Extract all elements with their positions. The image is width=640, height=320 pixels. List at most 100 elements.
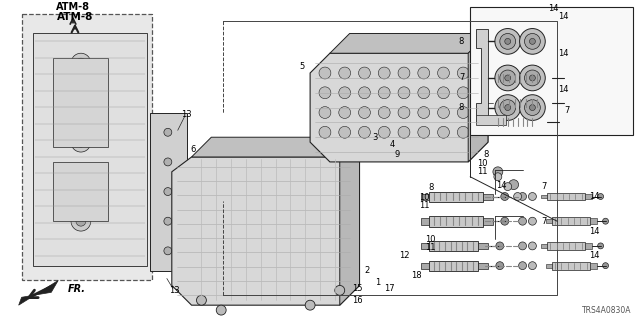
Text: 8: 8 bbox=[459, 103, 464, 112]
Circle shape bbox=[529, 262, 536, 270]
Bar bbox=[485, 119, 493, 125]
Circle shape bbox=[378, 107, 390, 118]
Circle shape bbox=[339, 67, 351, 79]
Circle shape bbox=[319, 107, 331, 118]
Circle shape bbox=[555, 118, 563, 126]
Polygon shape bbox=[150, 113, 187, 271]
Bar bbox=[53, 58, 108, 147]
Circle shape bbox=[500, 34, 516, 49]
Circle shape bbox=[518, 193, 527, 200]
Circle shape bbox=[418, 107, 429, 118]
Circle shape bbox=[525, 100, 540, 116]
Circle shape bbox=[494, 173, 502, 181]
Circle shape bbox=[525, 34, 540, 49]
Circle shape bbox=[501, 217, 509, 225]
Bar bbox=[429, 216, 483, 227]
Circle shape bbox=[458, 107, 469, 118]
Bar bbox=[542, 100, 552, 107]
Bar bbox=[429, 241, 478, 251]
Bar bbox=[493, 98, 542, 108]
Polygon shape bbox=[476, 28, 488, 123]
Circle shape bbox=[529, 38, 536, 44]
Polygon shape bbox=[340, 137, 360, 305]
Bar bbox=[485, 75, 493, 82]
Circle shape bbox=[71, 211, 91, 231]
Polygon shape bbox=[330, 34, 488, 53]
Bar bbox=[485, 100, 493, 107]
Circle shape bbox=[418, 67, 429, 79]
Circle shape bbox=[418, 126, 429, 138]
Text: 12: 12 bbox=[399, 251, 409, 260]
Circle shape bbox=[71, 132, 91, 152]
Bar bbox=[552, 262, 589, 270]
Text: 14: 14 bbox=[558, 85, 568, 94]
Text: 14: 14 bbox=[589, 251, 600, 260]
Bar bbox=[541, 195, 547, 198]
Bar bbox=[585, 243, 592, 249]
Text: 10: 10 bbox=[419, 193, 430, 202]
Circle shape bbox=[71, 172, 91, 192]
Bar bbox=[538, 119, 547, 125]
Text: 11: 11 bbox=[477, 167, 487, 176]
Circle shape bbox=[458, 67, 469, 79]
Text: 11: 11 bbox=[419, 201, 430, 210]
Circle shape bbox=[339, 87, 351, 99]
Circle shape bbox=[216, 305, 226, 315]
Text: 14: 14 bbox=[558, 49, 568, 58]
Text: TRS4A0830A: TRS4A0830A bbox=[582, 306, 631, 315]
Circle shape bbox=[164, 217, 172, 225]
Circle shape bbox=[358, 87, 371, 99]
Circle shape bbox=[529, 242, 536, 250]
Circle shape bbox=[529, 217, 536, 225]
Text: 5: 5 bbox=[300, 61, 305, 71]
Circle shape bbox=[514, 193, 522, 200]
Text: 7: 7 bbox=[541, 182, 547, 191]
Circle shape bbox=[518, 262, 527, 270]
Circle shape bbox=[560, 99, 568, 107]
Text: 14: 14 bbox=[589, 192, 600, 201]
Text: 10: 10 bbox=[426, 236, 436, 244]
Bar bbox=[493, 73, 542, 84]
Bar bbox=[478, 243, 488, 249]
Text: 13: 13 bbox=[170, 286, 180, 295]
Circle shape bbox=[418, 87, 429, 99]
Circle shape bbox=[501, 193, 509, 200]
Text: 8: 8 bbox=[459, 37, 464, 46]
Circle shape bbox=[438, 67, 449, 79]
Circle shape bbox=[76, 58, 86, 68]
Circle shape bbox=[305, 300, 315, 310]
Bar bbox=[547, 242, 585, 250]
Circle shape bbox=[358, 126, 371, 138]
Circle shape bbox=[76, 98, 86, 108]
Circle shape bbox=[438, 126, 449, 138]
Text: 7: 7 bbox=[541, 217, 547, 226]
Text: 9: 9 bbox=[394, 149, 400, 158]
Circle shape bbox=[398, 107, 410, 118]
Bar bbox=[493, 117, 538, 127]
Text: 16: 16 bbox=[352, 296, 363, 305]
Circle shape bbox=[71, 93, 91, 113]
Circle shape bbox=[509, 180, 518, 189]
Polygon shape bbox=[19, 280, 58, 305]
Circle shape bbox=[520, 65, 545, 91]
Circle shape bbox=[496, 262, 504, 270]
Circle shape bbox=[398, 126, 410, 138]
Text: 15: 15 bbox=[352, 284, 363, 293]
Circle shape bbox=[504, 183, 511, 191]
Bar bbox=[22, 14, 152, 280]
Bar bbox=[420, 263, 429, 268]
Circle shape bbox=[520, 28, 545, 54]
Bar bbox=[547, 193, 585, 200]
Circle shape bbox=[500, 100, 516, 116]
Text: 7: 7 bbox=[459, 74, 464, 83]
Polygon shape bbox=[33, 34, 147, 266]
Bar bbox=[470, 7, 633, 135]
Text: 14: 14 bbox=[558, 12, 568, 21]
Circle shape bbox=[598, 194, 604, 199]
Circle shape bbox=[603, 263, 609, 268]
Circle shape bbox=[496, 242, 504, 250]
Bar bbox=[552, 217, 589, 225]
Circle shape bbox=[378, 126, 390, 138]
Circle shape bbox=[495, 95, 520, 120]
Circle shape bbox=[358, 107, 371, 118]
